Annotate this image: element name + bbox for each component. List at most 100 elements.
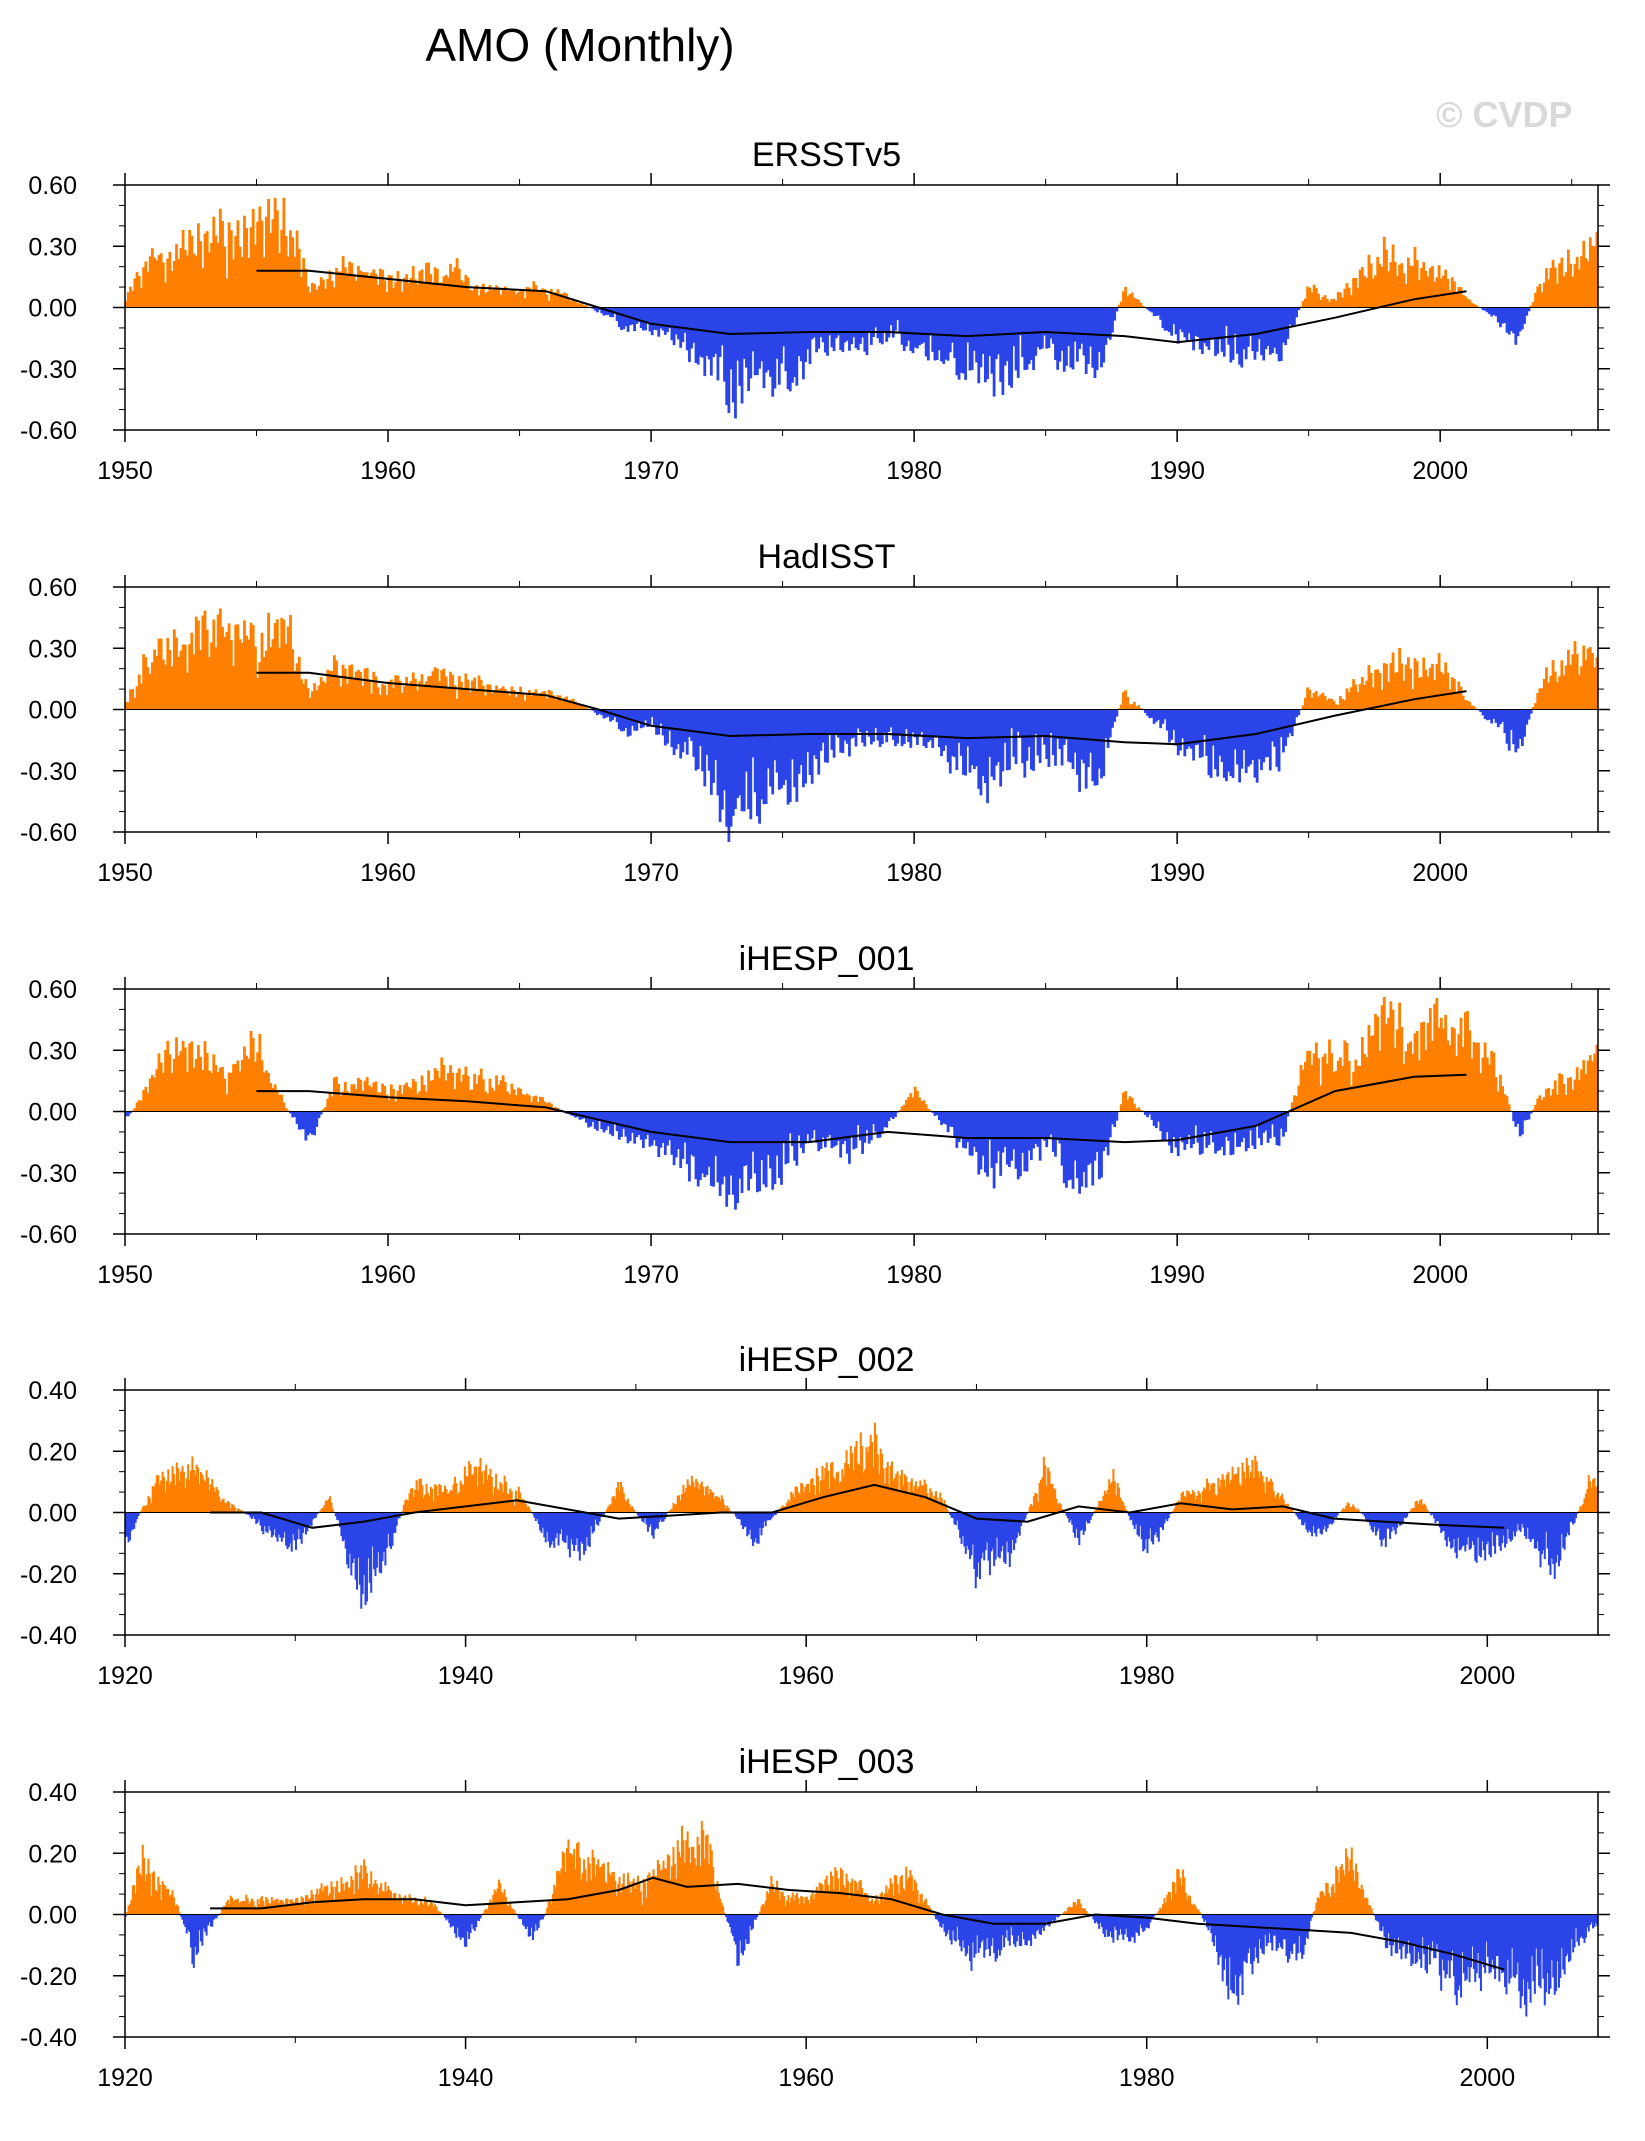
negative-anomaly-bar (1259, 1914, 1262, 1949)
positive-anomaly-bar (443, 1485, 447, 1513)
positive-anomaly-bar (188, 1480, 191, 1513)
negative-anomaly-bar (872, 709, 875, 742)
positive-anomaly-bar (201, 615, 205, 710)
negative-anomaly-bar (1499, 1512, 1502, 1551)
negative-anomaly-bar (775, 1111, 779, 1156)
negative-anomaly-bar (1244, 1914, 1247, 1962)
negative-anomaly-bar (1565, 1512, 1568, 1537)
positive-anomaly-bar (368, 679, 371, 710)
negative-anomaly-bar (312, 1512, 315, 1520)
negative-anomaly-bar (1247, 1914, 1250, 1954)
positive-anomaly-bar (360, 1865, 363, 1915)
negative-anomaly-bar (867, 709, 871, 737)
negative-anomaly-bar (1152, 1914, 1155, 1919)
positive-anomaly-bar (221, 1909, 224, 1915)
negative-anomaly-bar (799, 709, 803, 765)
positive-anomaly-bar (1343, 700, 1347, 710)
positive-anomaly-bar (1345, 1042, 1349, 1112)
positive-anomaly-bar (385, 695, 389, 710)
positive-anomaly-bar (1360, 267, 1364, 308)
positive-anomaly-bar (227, 623, 231, 710)
positive-anomaly-bar (1135, 298, 1138, 308)
positive-anomaly-bar (484, 1091, 487, 1112)
negative-anomaly-bar (1455, 1512, 1458, 1559)
negative-anomaly-bar (1545, 1512, 1548, 1532)
positive-anomaly-bar (1079, 1903, 1082, 1915)
positive-anomaly-bar (501, 1075, 505, 1112)
positive-anomaly-bar (1594, 1487, 1597, 1513)
positive-anomaly-bar (1119, 704, 1123, 710)
negative-anomaly-bar (1516, 307, 1520, 337)
positive-anomaly-bar (432, 1907, 435, 1915)
positive-anomaly-bar (624, 1499, 627, 1513)
negative-anomaly-bar (806, 709, 810, 753)
negative-anomaly-bar (1586, 1914, 1589, 1928)
positive-anomaly-bar (333, 1899, 336, 1915)
negative-anomaly-bar (1161, 1111, 1165, 1141)
negative-anomaly-bar (694, 1111, 698, 1180)
positive-anomaly-bar (129, 689, 132, 710)
positive-anomaly-bar (1339, 292, 1342, 308)
negative-anomaly-bar (971, 1512, 974, 1545)
positive-anomaly-bar (361, 272, 365, 308)
positive-anomaly-bar (251, 1037, 255, 1112)
positive-anomaly-bar (473, 1073, 477, 1112)
positive-anomaly-bar (236, 624, 240, 710)
negative-anomaly-bar (1477, 1512, 1480, 1538)
negative-anomaly-bar (1154, 1512, 1157, 1533)
negative-anomaly-bar (1274, 1914, 1277, 1936)
negative-anomaly-bar (1377, 1914, 1380, 1923)
negative-anomaly-bar (754, 1512, 757, 1539)
negative-anomaly-bar (1067, 709, 1071, 762)
negative-anomaly-bar (1160, 1512, 1163, 1528)
negative-anomaly-bar (1170, 1111, 1174, 1154)
positive-anomaly-bar (436, 1496, 439, 1513)
positive-anomaly-bar (1040, 1479, 1043, 1513)
negative-anomaly-bar (931, 307, 935, 352)
positive-anomaly-bar (468, 1461, 471, 1513)
positive-anomaly-bar (411, 1487, 414, 1513)
positive-anomaly-bar (896, 1884, 899, 1915)
negative-anomaly-bar (733, 1914, 736, 1942)
negative-anomaly-bar (949, 1512, 952, 1516)
negative-anomaly-bar (637, 1111, 641, 1135)
positive-anomaly-bar (1577, 674, 1581, 710)
positive-anomaly-bar (1276, 1492, 1280, 1513)
positive-anomaly-bar (652, 1869, 655, 1915)
positive-anomaly-bar (1363, 684, 1366, 710)
positive-anomaly-bar (412, 1902, 415, 1915)
positive-anomaly-bar (837, 1471, 840, 1513)
positive-anomaly-bar (145, 1874, 149, 1915)
negative-anomaly-bar (701, 709, 704, 772)
positive-anomaly-bar (1095, 1509, 1098, 1513)
negative-anomaly-bar (539, 1914, 542, 1921)
positive-anomaly-bar (1312, 284, 1316, 308)
positive-anomaly-bar (893, 1477, 896, 1513)
positive-anomaly-bar (862, 1472, 865, 1513)
positive-anomaly-bar (1356, 287, 1360, 308)
negative-anomaly-bar (957, 1111, 961, 1143)
negative-anomaly-bar (1399, 1914, 1402, 1950)
negative-anomaly-bar (1153, 1914, 1156, 1916)
positive-anomaly-bar (1431, 266, 1434, 308)
negative-anomaly-bar (780, 1111, 783, 1185)
negative-anomaly-bar (1165, 307, 1169, 331)
positive-anomaly-bar (1547, 279, 1551, 308)
negative-anomaly-bar (1022, 1914, 1025, 1940)
negative-anomaly-bar (268, 1512, 271, 1527)
positive-anomaly-bar (484, 695, 487, 710)
negative-anomaly-bar (1518, 709, 1522, 740)
positive-anomaly-bar (1593, 246, 1597, 308)
negative-anomaly-bar (1552, 1914, 1555, 1978)
positive-anomaly-bar (330, 1881, 333, 1915)
negative-anomaly-bar (1447, 1914, 1450, 1961)
negative-anomaly-bar (753, 1914, 756, 1920)
positive-anomaly-bar (885, 1467, 888, 1513)
positive-anomaly-bar (1415, 661, 1419, 710)
positive-anomaly-bar (1252, 1477, 1255, 1513)
positive-anomaly-bar (1340, 1510, 1343, 1513)
positive-anomaly-bar (510, 1083, 514, 1112)
positive-anomaly-bar (1374, 669, 1377, 710)
negative-anomaly-bar (1448, 1914, 1451, 1979)
negative-anomaly-bar (1000, 1512, 1003, 1552)
